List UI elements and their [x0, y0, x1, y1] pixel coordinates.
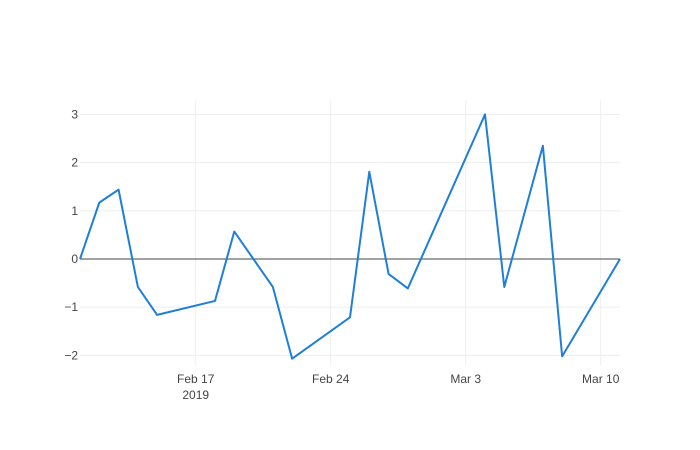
y-tick-label: −2 — [64, 348, 78, 362]
x-tick-label: Mar 3 — [450, 372, 481, 386]
x-tick-sublabel: 2019 — [182, 388, 209, 402]
x-tick-label: Feb 17 — [177, 372, 215, 386]
x-tick-label: Feb 24 — [312, 372, 350, 386]
y-tick-label: 3 — [71, 107, 78, 121]
y-tick-label: 1 — [71, 204, 78, 218]
y-tick-label: −1 — [64, 300, 78, 314]
series-group — [79, 113, 621, 360]
x-gridlines — [195, 100, 602, 365]
x-tick-label: Mar 10 — [582, 372, 620, 386]
y-gridlines — [80, 113, 620, 356]
y-tick-label: 0 — [71, 252, 78, 266]
y-axis-tick-labels: 3 2 1 0 −1 −2 — [64, 107, 78, 362]
y-tick-label: 2 — [71, 156, 78, 170]
x-axis-tick-labels: Feb 17 2019 Feb 24 Mar 3 Mar 10 — [177, 372, 620, 402]
series-line — [79, 113, 621, 360]
